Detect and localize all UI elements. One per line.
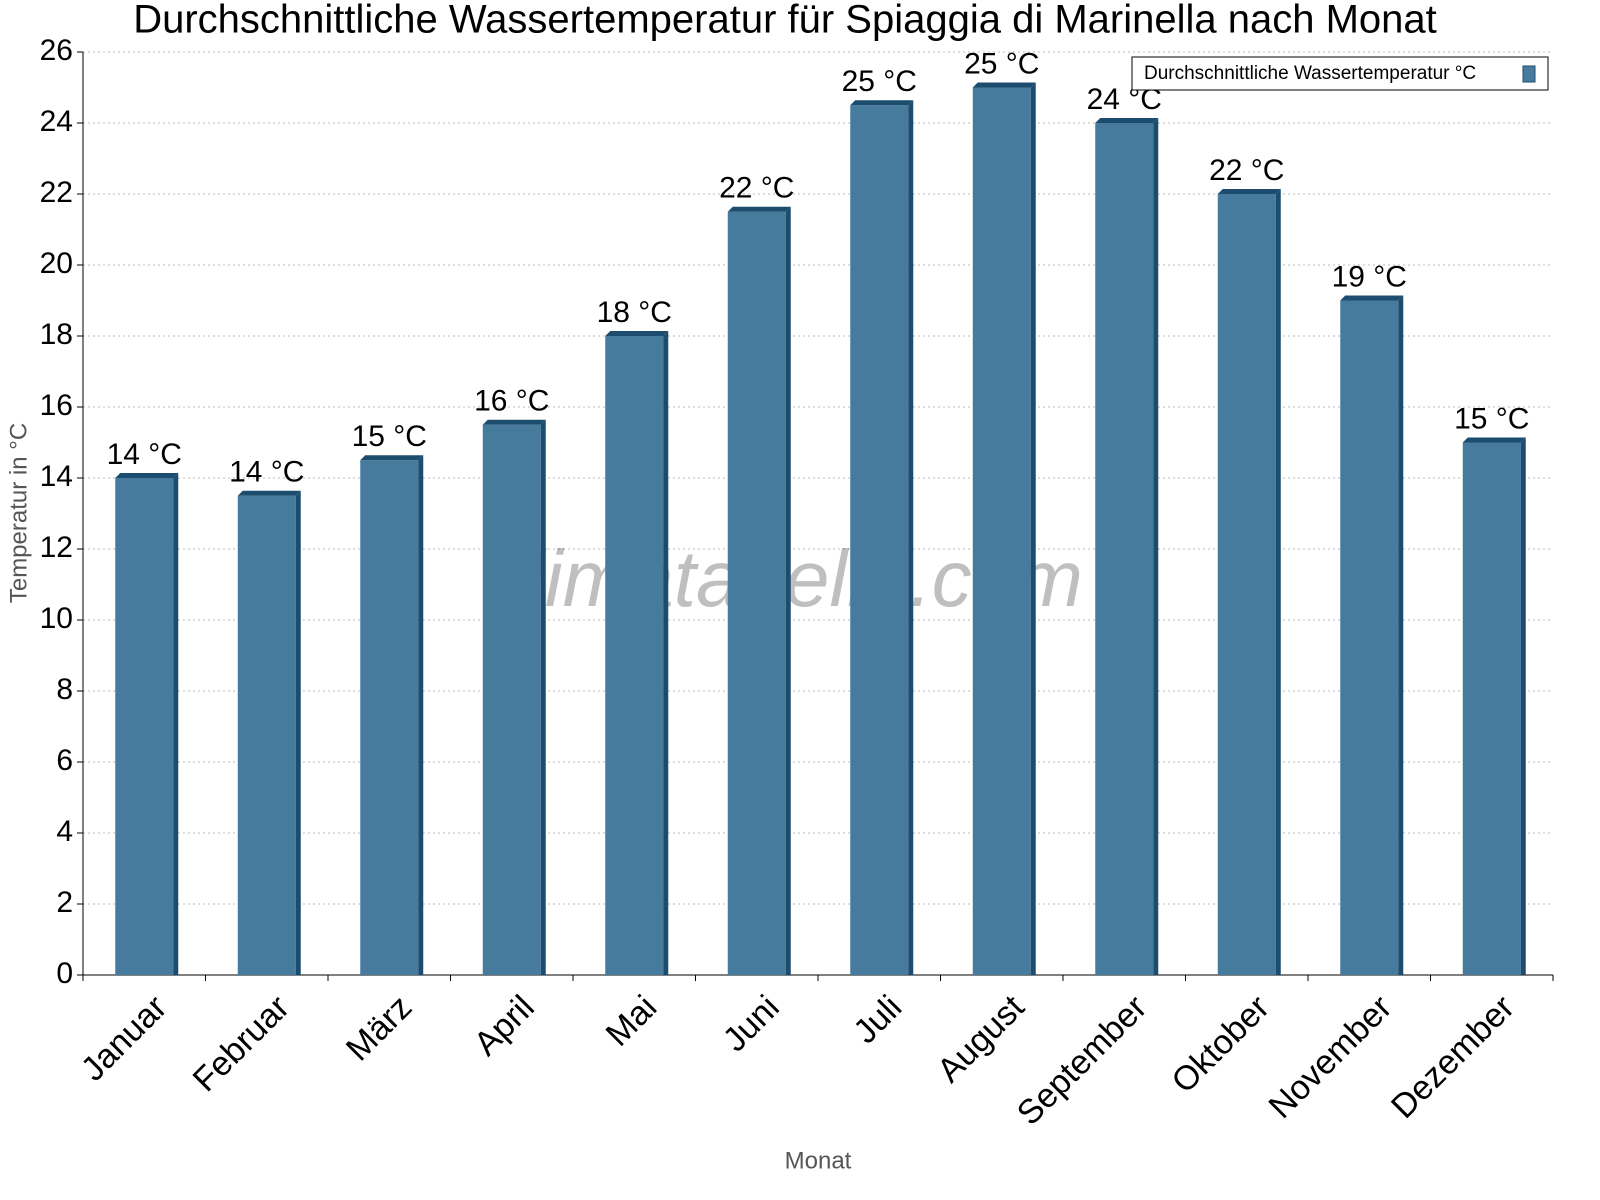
x-tick-label: August: [930, 988, 1032, 1090]
bar: [482, 424, 541, 975]
x-tick-label: Februar: [186, 988, 297, 1099]
y-tick-label: 12: [40, 531, 73, 564]
bar: [972, 87, 1031, 975]
bar-top: [605, 331, 669, 336]
bar-side: [540, 419, 546, 975]
legend-box: [1131, 56, 1549, 91]
bar-top: [1095, 118, 1159, 123]
x-tick-label: März: [339, 988, 419, 1068]
y-axis-label: Temperatur in °C: [5, 423, 32, 603]
x-tick-label: Juni: [716, 988, 787, 1059]
x-tick-label: April: [467, 988, 542, 1063]
data-label: 25 °C: [842, 65, 917, 98]
bar-side: [418, 455, 424, 975]
bar-top: [1340, 295, 1404, 301]
legend: Durchschnittliche Wassertemperatur °C: [1131, 56, 1549, 91]
bar: [727, 211, 786, 975]
x-tick-label: November: [1261, 988, 1399, 1126]
bar: [1095, 123, 1154, 975]
bar-side: [295, 490, 301, 975]
bar-top: [972, 82, 1036, 88]
x-tick-label: Dezember: [1384, 988, 1522, 1126]
data-label: 14 °C: [229, 456, 304, 489]
y-tick-label: 22: [40, 176, 73, 209]
y-tick-label: 18: [40, 318, 73, 351]
bar-side: [1153, 118, 1159, 975]
data-label: 25 °C: [964, 47, 1039, 80]
legend-swatch: [1522, 65, 1536, 83]
bar-top: [115, 473, 179, 478]
y-tick-label: 20: [40, 247, 73, 280]
bar: [1217, 194, 1276, 975]
bar: [1340, 300, 1399, 975]
legend-label: Durchschnittliche Wassertemperatur °C: [1144, 63, 1476, 84]
data-label: 15 °C: [1454, 402, 1529, 435]
data-label: 22 °C: [1209, 154, 1284, 187]
y-tick-label: 14: [40, 460, 73, 493]
bar-side: [1398, 295, 1404, 975]
data-label: 16 °C: [474, 385, 549, 418]
chart-title: Durchschnittliche Wassertemperatur für S…: [133, 0, 1437, 42]
bar: [360, 460, 419, 975]
bar-top: [850, 100, 914, 106]
bar-top: [360, 455, 424, 461]
bar-top: [1462, 437, 1526, 443]
y-tick-label: 4: [56, 815, 73, 848]
y-tick-label: 26: [40, 34, 73, 67]
bar-side: [1275, 189, 1281, 975]
bar-side: [1520, 437, 1526, 975]
y-tick-label: 10: [40, 602, 73, 635]
bar-top: [237, 490, 301, 496]
data-label: 18 °C: [597, 296, 672, 329]
bar: [850, 105, 909, 975]
data-label: 15 °C: [352, 420, 427, 453]
data-label: 22 °C: [719, 172, 794, 205]
x-tick-label: Mai: [599, 988, 665, 1054]
x-tick-label: Januar: [74, 988, 174, 1088]
y-tick-label: 24: [40, 105, 73, 138]
x-axis-label: Monat: [785, 1147, 852, 1174]
y-tick-label: 6: [56, 744, 73, 777]
x-tick-label: September: [1010, 988, 1154, 1132]
bar: [605, 336, 664, 975]
data-label: 14 °C: [107, 438, 182, 471]
data-label: 19 °C: [1332, 260, 1407, 293]
bar-side: [1030, 82, 1036, 975]
y-tick-label: 8: [56, 673, 73, 706]
y-tick-label: 16: [40, 389, 73, 422]
bar: [237, 495, 296, 975]
bar-side: [173, 473, 179, 975]
x-tick-label: Oktober: [1164, 988, 1276, 1100]
bar-top: [1217, 189, 1281, 194]
bar: [1462, 442, 1521, 975]
bar-side: [908, 100, 914, 975]
bar-side: [663, 331, 669, 975]
y-tick-label: 2: [56, 886, 73, 919]
bar-side: [785, 206, 791, 975]
bar: [115, 478, 174, 975]
bar-top: [727, 206, 791, 212]
y-tick-label: 0: [56, 957, 73, 990]
x-tick-label: Juli: [846, 988, 909, 1051]
bar-top: [482, 419, 546, 425]
